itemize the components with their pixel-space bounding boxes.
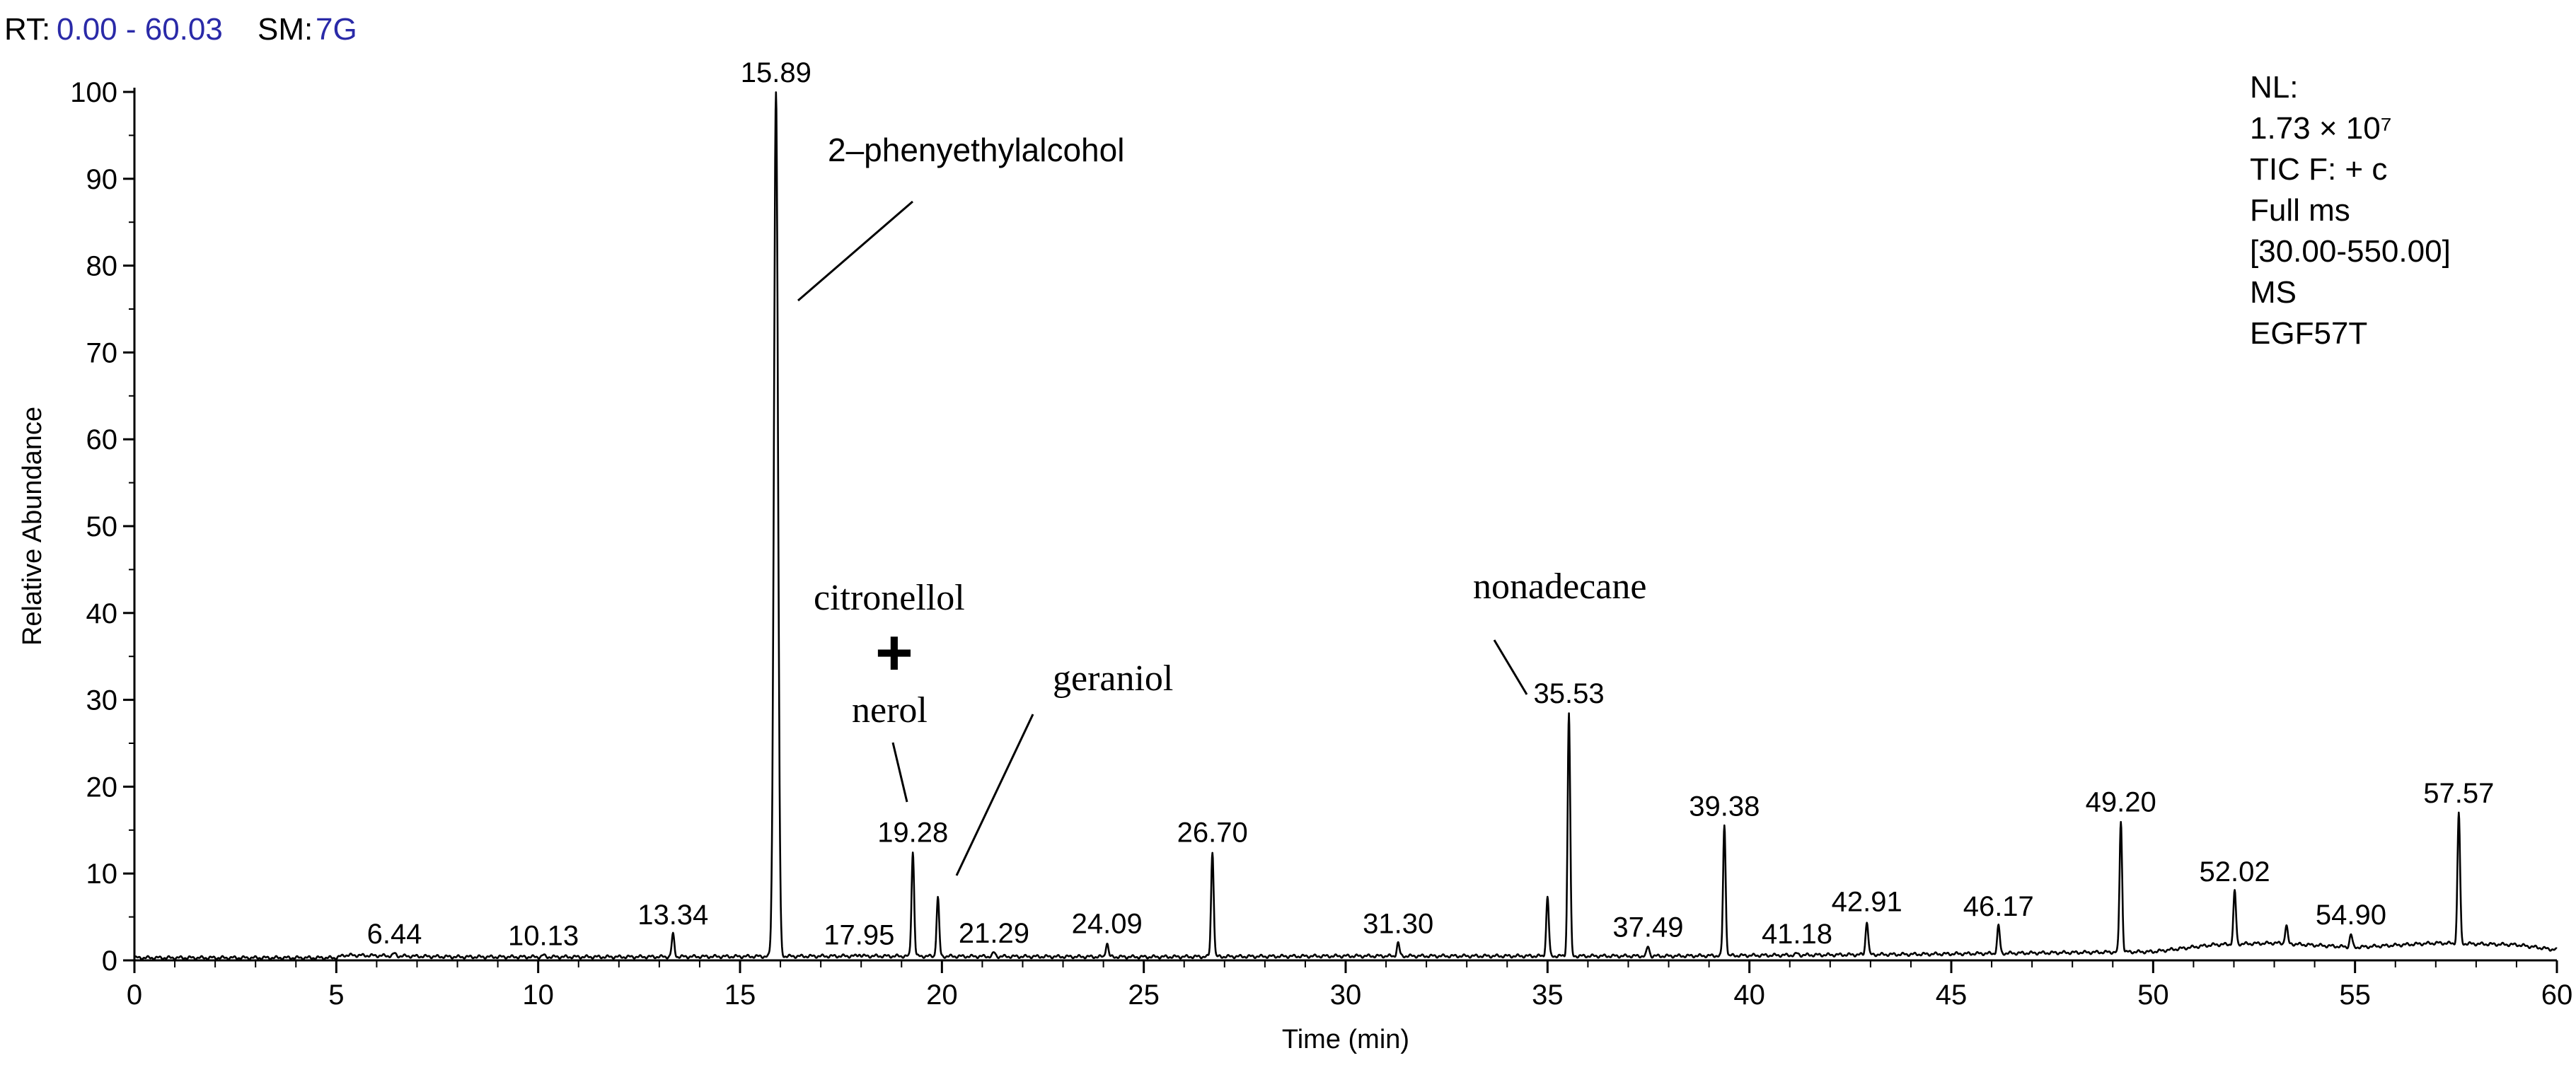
sm-value: 7G (316, 12, 357, 47)
peak-label: 52.02 (2200, 856, 2270, 888)
info-line-range: [30.00-550.00] (2250, 234, 2451, 269)
y-tick-label: 100 (70, 77, 117, 108)
x-tick-label: 40 (1733, 979, 1765, 1011)
axes: 0 10 20 30 40 50 60 70 80 90 100 0 5 10 15 20 25 30 35 40 45… (70, 77, 2572, 1011)
y-tick-label: 50 (86, 511, 118, 542)
sm-label: SM: (258, 12, 313, 47)
peak-label: 19.28 (877, 818, 948, 849)
peak-label: 49.20 (2086, 787, 2156, 818)
x-tick-label: 55 (2339, 979, 2371, 1011)
peak-label: 31.30 (1363, 908, 1433, 939)
trace-layer (133, 91, 2558, 961)
peak-label: 41.18 (1762, 919, 1832, 950)
x-tick-label: 60 (2541, 979, 2573, 1011)
y-tick-label: 0 (102, 946, 117, 977)
peak-label: 6.44 (367, 919, 422, 950)
x-tick-label: 35 (1532, 979, 1564, 1011)
x-tick-label: 30 (1330, 979, 1362, 1011)
peak-label: 57.57 (2423, 778, 2494, 809)
x-tick-label: 0 (127, 979, 142, 1011)
info-line-nl-value: 1.73 × 10⁷ (2250, 111, 2392, 146)
compound-annotations: 2–phenyethylalcohol citronellol + nerol … (797, 132, 1646, 876)
peak-label: 35.53 (1534, 678, 1605, 709)
annotation-nerol: nerol (852, 690, 928, 731)
y-tick-label: 90 (86, 164, 118, 195)
x-tick-label: 50 (2137, 979, 2169, 1011)
annotation-phenylethylalcohol: 2–phenyethylalcohol (828, 132, 1124, 168)
leader-nonadecane (1493, 639, 1528, 695)
leader-geraniol (955, 714, 1034, 876)
x-tick-label: 45 (1936, 979, 1968, 1011)
info-line-scan: Full ms (2250, 193, 2350, 228)
info-line-ms: MS (2250, 275, 2297, 310)
info-line-nl: NL: (2250, 70, 2298, 105)
y-tick-label: 70 (86, 337, 118, 368)
leader-nerol (891, 742, 908, 803)
x-axis-title: Time (min) (1282, 1025, 1409, 1054)
y-tick-label: 30 (86, 685, 118, 716)
peak-label: 17.95 (824, 919, 894, 950)
y-axis-title: Relative Abundance (18, 407, 47, 646)
annotation-nonadecane: nonadecane (1473, 566, 1646, 607)
peak-label: 54.90 (2316, 900, 2386, 931)
x-tick-label: 25 (1128, 979, 1160, 1011)
peak-label: 39.38 (1689, 791, 1760, 822)
tic-trace (133, 91, 2558, 961)
x-tick-label: 20 (926, 979, 958, 1011)
annotation-citronellol: citronellol (814, 578, 965, 618)
peak-label: 46.17 (1963, 891, 2034, 922)
rt-value: 0.00 - 60.03 (57, 12, 223, 47)
y-tick-label: 40 (86, 598, 118, 629)
peak-label: 24.09 (1072, 908, 1143, 939)
peak-label: 10.13 (508, 921, 579, 952)
peak-labels: 6.44 10.13 13.34 15.89 17.95 19.28 21.29 24.09 2… (367, 57, 2495, 952)
info-line-sample: EGF57T (2250, 316, 2367, 351)
x-tick-label: 15 (724, 979, 756, 1011)
peak-label: 42.91 (1832, 887, 1902, 918)
y-tick-label: 60 (86, 424, 118, 455)
x-tick-label: 10 (522, 979, 554, 1011)
peak-label: 37.49 (1612, 912, 1683, 943)
y-tick-label: 20 (86, 772, 118, 803)
annotation-plus: + (875, 617, 913, 689)
peak-label: 26.70 (1177, 818, 1248, 849)
y-tick-label: 10 (86, 859, 118, 890)
peak-label: 21.29 (959, 918, 1029, 949)
info-panel: NL: 1.73 × 10⁷ TIC F: + c Full ms [30.00… (2250, 70, 2451, 351)
rt-label: RT: (4, 12, 50, 47)
info-line-tic: TIC F: + c (2250, 152, 2387, 187)
y-tick-label: 80 (86, 251, 118, 282)
leader-phenylethylalcohol (797, 200, 913, 302)
x-tick-label: 5 (328, 979, 344, 1011)
peak-label: 15.89 (741, 57, 812, 88)
header: RT: 0.00 - 60.03 SM: 7G (4, 12, 357, 47)
annotation-geraniol: geraniol (1053, 658, 1173, 699)
peak-label: 13.34 (637, 900, 708, 931)
